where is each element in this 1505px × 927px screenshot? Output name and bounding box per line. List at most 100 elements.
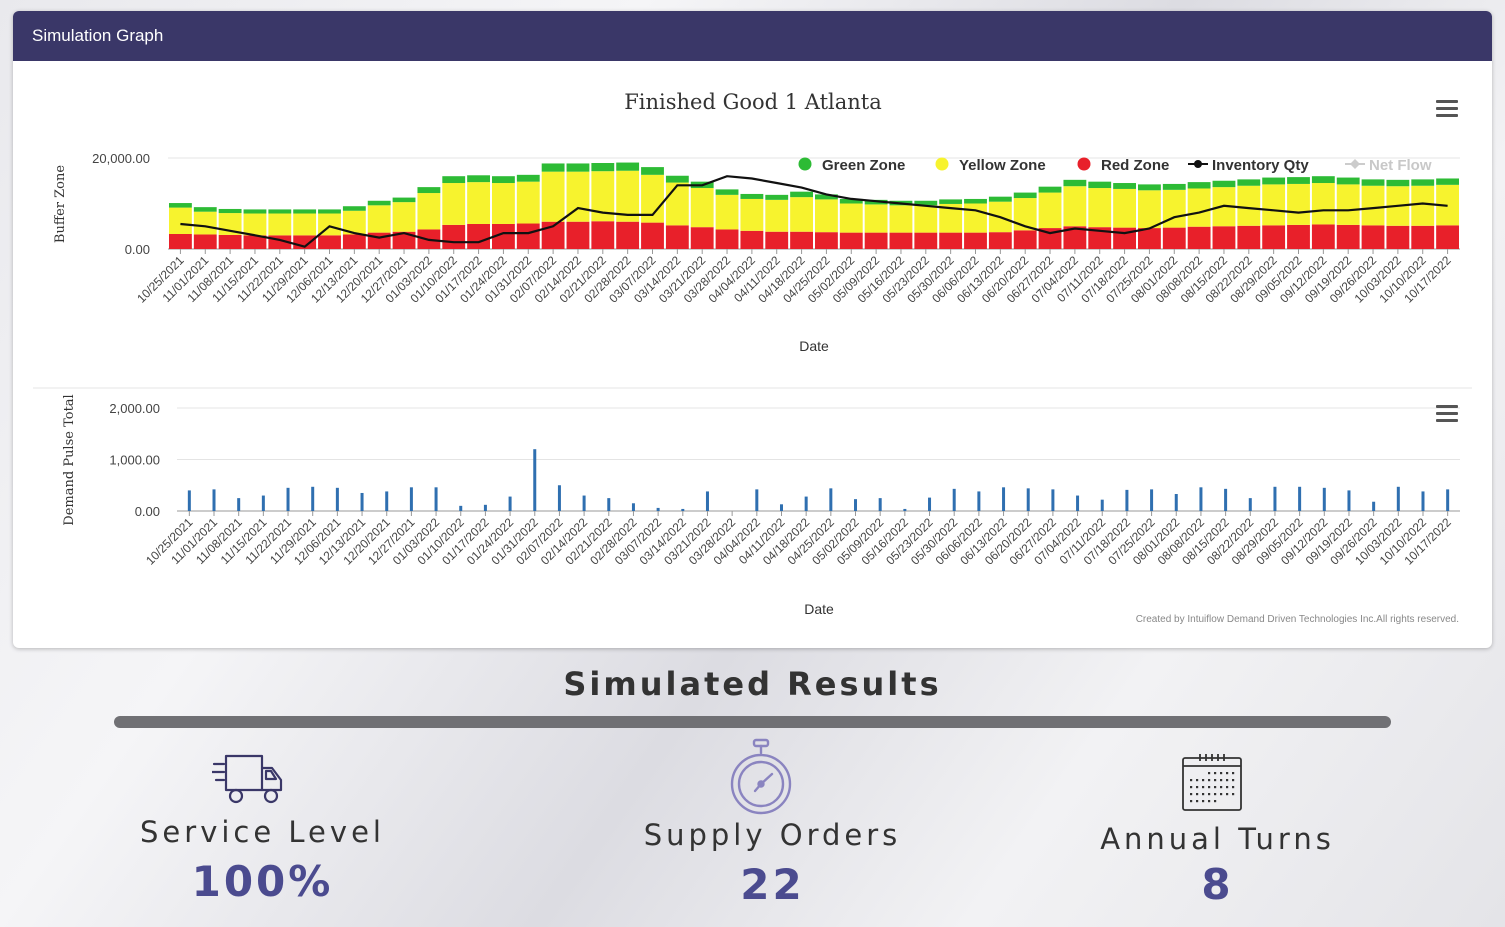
bar-red-zone xyxy=(1138,228,1161,249)
bar-yellow-zone xyxy=(492,183,515,224)
bar-demand-pulse xyxy=(829,488,833,511)
bar-demand-pulse xyxy=(656,507,660,511)
metric-value: 22 xyxy=(740,860,805,909)
bar-green-zone xyxy=(1237,179,1261,186)
bar-yellow-zone xyxy=(815,199,838,233)
bar-green-zone xyxy=(988,196,1012,202)
legend-label: Yellow Zone xyxy=(959,157,1046,174)
delivery-truck-icon xyxy=(212,754,283,804)
metric-value: 8 xyxy=(1201,860,1234,909)
bar-demand-pulse xyxy=(928,497,932,511)
bar-green-zone xyxy=(790,191,813,198)
bar-green-zone xyxy=(616,162,640,171)
bar-red-zone xyxy=(839,232,863,249)
bar-green-zone xyxy=(1088,181,1112,189)
bar-yellow-zone xyxy=(641,174,664,223)
bar-demand-pulse xyxy=(705,491,709,511)
bar-red-zone xyxy=(1262,225,1286,249)
bar-demand-pulse xyxy=(1347,490,1351,511)
bar-yellow-zone xyxy=(740,198,764,231)
bar-green-zone xyxy=(740,193,764,199)
bar-red-zone xyxy=(641,222,664,249)
metric-service-level: Service Level 100% xyxy=(130,815,395,906)
metric-supply-orders: Supply Orders 22 xyxy=(630,818,915,909)
bar-demand-pulse xyxy=(607,498,611,511)
results-divider-bar xyxy=(114,716,1391,728)
bar-demand-pulse xyxy=(459,505,463,511)
bar-green-zone xyxy=(392,197,416,203)
bar-green-zone xyxy=(1262,177,1286,185)
bar-green-zone xyxy=(243,209,267,214)
bar-yellow-zone xyxy=(715,194,739,230)
legend-item-yellow-zone: Yellow Zone xyxy=(935,157,1046,174)
chart1-menu-icon[interactable] xyxy=(1436,100,1458,117)
chart1-x-axis-label: Date xyxy=(799,338,829,354)
bar-demand-pulse xyxy=(335,487,339,511)
bar-yellow-zone xyxy=(1138,190,1161,229)
bar-red-zone xyxy=(442,224,466,249)
bar-yellow-zone xyxy=(939,203,963,233)
legend-item-inventory-qty: Inventory Qty xyxy=(1188,157,1309,174)
bar-red-zone xyxy=(988,232,1012,249)
bar-red-zone xyxy=(1237,225,1261,249)
bar-yellow-zone xyxy=(367,205,391,233)
legend-label: Green Zone xyxy=(822,157,905,174)
bar-red-zone xyxy=(864,232,888,249)
bar-demand-pulse xyxy=(1446,489,1450,511)
bar-demand-pulse xyxy=(1174,494,1178,511)
bar-red-zone xyxy=(169,233,192,249)
bar-yellow-zone xyxy=(1411,185,1435,226)
chart1-y-tick-label: 0.00 xyxy=(125,242,150,257)
bar-green-zone xyxy=(1411,179,1435,186)
bar-yellow-zone xyxy=(964,203,987,233)
bar-demand-pulse xyxy=(261,495,265,511)
bar-red-zone xyxy=(1311,224,1335,249)
bar-demand-pulse xyxy=(878,498,882,511)
bar-demand-pulse xyxy=(187,490,191,511)
chart2-y-tick-label: 2,000.00 xyxy=(109,401,160,416)
bar-yellow-zone xyxy=(193,211,217,235)
bar-red-zone xyxy=(715,229,739,249)
bar-red-zone xyxy=(740,230,764,249)
bar-yellow-zone xyxy=(1013,198,1037,231)
bar-yellow-zone xyxy=(864,204,888,233)
bar-yellow-zone xyxy=(591,171,615,222)
bar-demand-pulse xyxy=(1322,487,1326,511)
chart1-legend[interactable]: Green Zone Yellow Zone Red Zone Inventory Q… xyxy=(798,157,1432,174)
bar-yellow-zone xyxy=(1113,188,1136,228)
bar-demand-pulse xyxy=(952,488,956,511)
bar-green-zone xyxy=(815,194,838,200)
chart2-menu-icon[interactable] xyxy=(1436,405,1458,422)
bar-demand-pulse xyxy=(903,508,907,511)
bar-red-zone xyxy=(964,232,987,249)
charts-svg: Finished Good 1 Atlanta Buffer Zone Date… xyxy=(33,90,1472,617)
bar-red-zone xyxy=(914,232,938,249)
bar-yellow-zone xyxy=(516,181,540,224)
bar-green-zone xyxy=(1336,177,1360,185)
bar-red-zone xyxy=(1162,227,1186,249)
bar-green-zone xyxy=(1436,178,1459,185)
bar-demand-pulse xyxy=(1248,498,1252,511)
bar-red-zone xyxy=(1038,228,1062,249)
bar-yellow-zone xyxy=(293,213,317,236)
bar-green-zone xyxy=(268,209,292,214)
bar-green-zone xyxy=(964,198,987,204)
calendar-icon xyxy=(1182,754,1242,811)
chart-credits[interactable]: Created by Intuiflow Demand Driven Techn… xyxy=(1135,614,1459,625)
bar-yellow-zone xyxy=(1038,192,1062,229)
bar-green-zone xyxy=(1287,177,1310,184)
bar-red-zone xyxy=(1063,226,1087,249)
bar-demand-pulse xyxy=(508,496,512,511)
bar-demand-pulse xyxy=(557,485,561,511)
bar-green-zone xyxy=(318,209,341,214)
bar-green-zone xyxy=(1162,183,1186,190)
bar-yellow-zone xyxy=(1162,189,1186,228)
bar-red-zone xyxy=(1411,225,1435,249)
chart2-x-ticks: 10/25/202111/01/202111/08/202111/15/2021… xyxy=(143,511,1454,568)
bar-red-zone xyxy=(467,223,490,249)
bar-green-zone xyxy=(566,163,590,172)
bar-green-zone xyxy=(1361,179,1385,186)
legend-label: Inventory Qty xyxy=(1212,157,1309,174)
bar-green-zone xyxy=(367,200,391,206)
bar-yellow-zone xyxy=(790,197,813,232)
